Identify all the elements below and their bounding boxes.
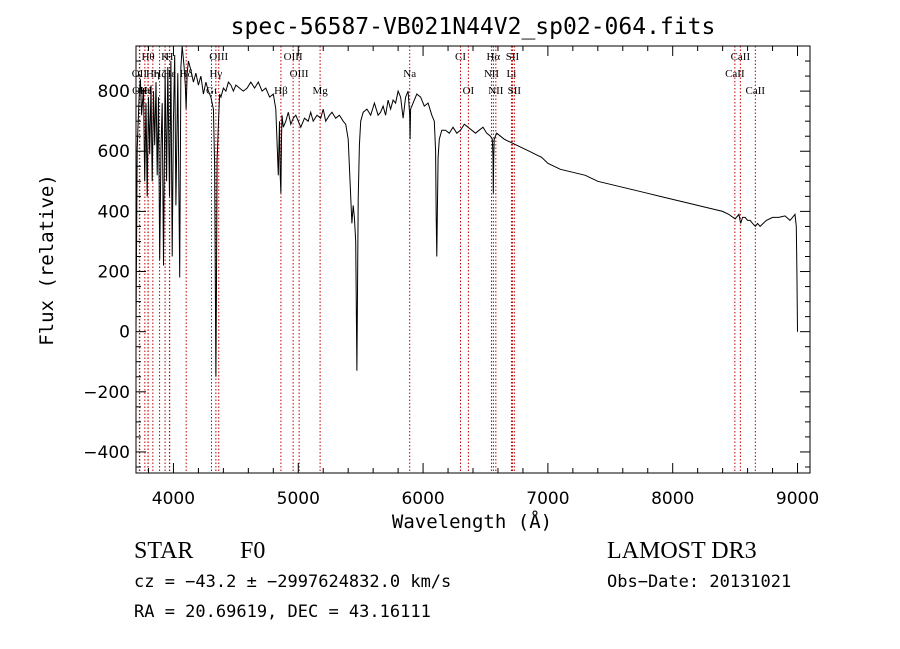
marker-label-26: OI	[463, 85, 475, 97]
marker-label-21: Hι	[139, 85, 150, 97]
y-tick-label-0: −400	[83, 443, 130, 463]
marker-label-8: CaII	[731, 51, 751, 63]
y-tick-label-6: 800	[98, 82, 130, 102]
marker-label-7: SII	[506, 51, 520, 63]
x-tick-label-3: 7000	[526, 489, 569, 509]
x-tick-label-5: 9000	[776, 489, 819, 509]
spectrum-series-line	[135, 45, 798, 377]
marker-label-1: K	[161, 51, 169, 63]
marker-label-2: H	[165, 51, 173, 63]
marker-label-4: OIII	[284, 51, 303, 63]
object-type: STAR	[134, 538, 194, 564]
emission-line-markers	[138, 46, 756, 473]
x-tick-label-1: 5000	[277, 489, 320, 509]
marker-label-19: CaII	[725, 68, 745, 80]
marker-label-24: Hβ	[274, 85, 288, 97]
x-tick-label-0: 4000	[152, 489, 195, 509]
marker-label-12: Hε	[163, 68, 176, 80]
survey-name: LAMOST DR3	[607, 538, 757, 564]
marker-label-10: Hη	[146, 68, 160, 80]
marker-label-9: OII	[132, 68, 148, 80]
ra-dec-coordinates: RA = 20.69619, DEC = 43.16111	[134, 602, 431, 622]
axis-tick-labels: 4000 5000 6000 7000 8000 9000 −400 −200 0 200 400 6…	[83, 82, 819, 509]
axis-ticks	[136, 46, 810, 473]
y-tick-label-1: −200	[83, 383, 130, 403]
marker-label-22: H	[144, 85, 152, 97]
marker-label-27: NII	[488, 85, 504, 97]
y-tick-label-2: 0	[119, 323, 130, 343]
marker-label-11: Hζ	[153, 68, 166, 80]
x-tick-label-4: 8000	[651, 489, 694, 509]
marker-label-13: Hδ	[180, 68, 193, 80]
marker-label-14: Hγ	[209, 68, 222, 80]
x-axis-label: Wavelength (Å)	[392, 510, 552, 533]
marker-label-6: Hα	[486, 51, 500, 63]
marker-label-25: Mg	[312, 85, 328, 97]
plot-frame	[135, 45, 811, 474]
marker-label-28: SII	[508, 85, 522, 97]
y-axis-label: Flux (relative)	[36, 174, 58, 346]
y-tick-label-4: 400	[98, 202, 130, 222]
marker-label-20: OII	[132, 85, 148, 97]
redshift-cz: cz = −43.2 ± −2997624832.0 km/s	[134, 572, 452, 592]
marker-label-17: NII	[484, 68, 500, 80]
y-tick-label-5: 600	[98, 142, 130, 162]
marker-label-23: Gι	[206, 85, 217, 97]
marker-label-5: CI	[455, 51, 466, 63]
observation-date: Obs−Date: 20131021	[607, 572, 792, 592]
marker-label-15: OIII	[290, 68, 309, 80]
marker-label-18: Li	[507, 68, 517, 80]
y-tick-label-3: 200	[98, 263, 130, 283]
object-subclass: F0	[240, 538, 266, 564]
x-tick-label-2: 6000	[401, 489, 444, 509]
marker-label-0: Hθ	[141, 51, 154, 63]
chart-title: spec-56587-VB021N44V2_sp02-064.fits	[231, 14, 716, 40]
marker-label-16: Na	[403, 68, 416, 80]
marker-label-29: CaII	[746, 85, 766, 97]
marker-label-3: OIII	[209, 51, 228, 63]
